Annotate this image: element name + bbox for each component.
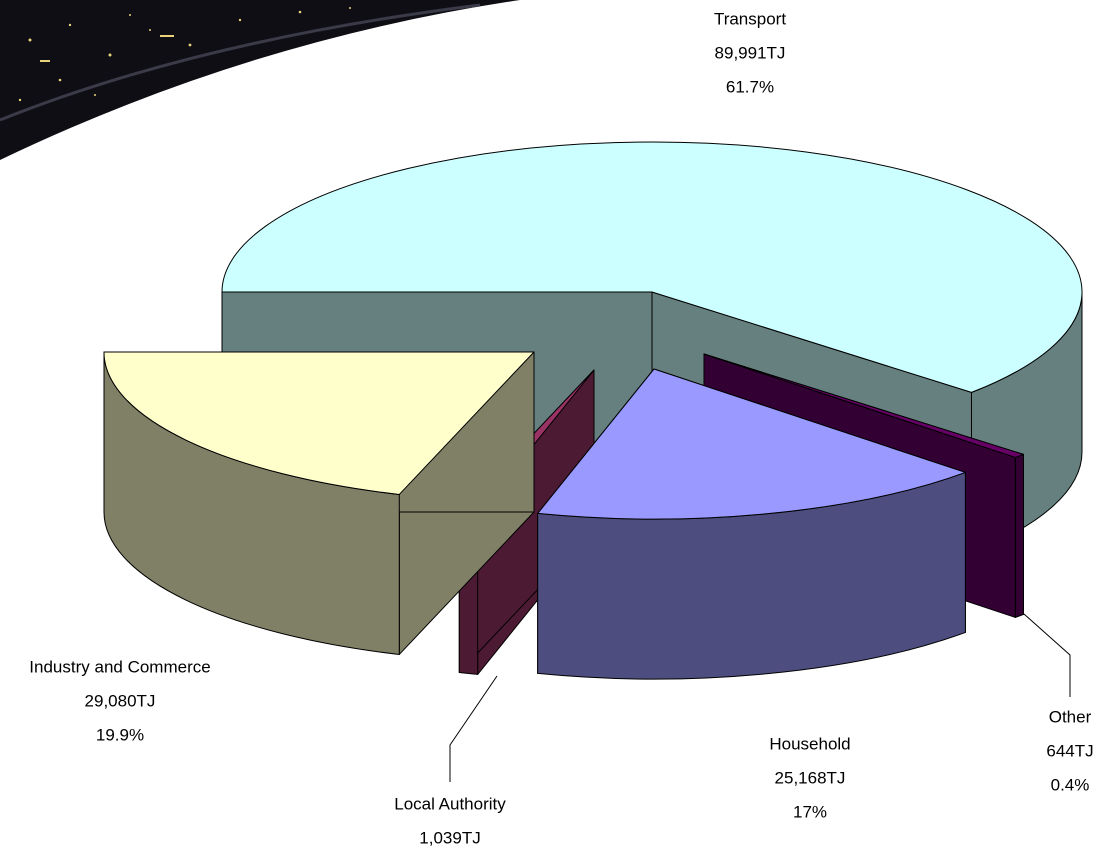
corner-decoration <box>0 0 520 160</box>
leader-line <box>449 675 498 782</box>
value-label: 25,168TJ <box>775 768 846 787</box>
slice-label: Transport <box>714 9 786 28</box>
percent-label: 0.4% <box>1051 775 1090 794</box>
labels: Transport 89,991TJ 61.7% Other 644TJ 0.4% Hous… <box>29 9 1093 847</box>
value-label: 89,991TJ <box>715 43 786 62</box>
percent-label: 17% <box>793 802 827 821</box>
slice-top <box>537 368 966 520</box>
slice-label: Household <box>769 734 850 753</box>
percent-label: 19.9% <box>96 725 144 744</box>
slice-label: Other <box>1049 707 1092 726</box>
value-label: 1,039TJ <box>419 828 480 847</box>
slice-top <box>703 353 1024 458</box>
value-label: 29,080TJ <box>85 691 156 710</box>
slice-top <box>103 351 535 495</box>
value-label: 644TJ <box>1046 741 1093 760</box>
slice-top <box>221 141 1083 393</box>
pie <box>103 141 1083 680</box>
slice-wall <box>1014 453 1024 618</box>
leader-line <box>1023 613 1071 697</box>
slice-label: Industry and Commerce <box>29 657 210 676</box>
percent-label: 61.7% <box>726 77 774 96</box>
slice-label: Local Authority <box>394 794 506 813</box>
